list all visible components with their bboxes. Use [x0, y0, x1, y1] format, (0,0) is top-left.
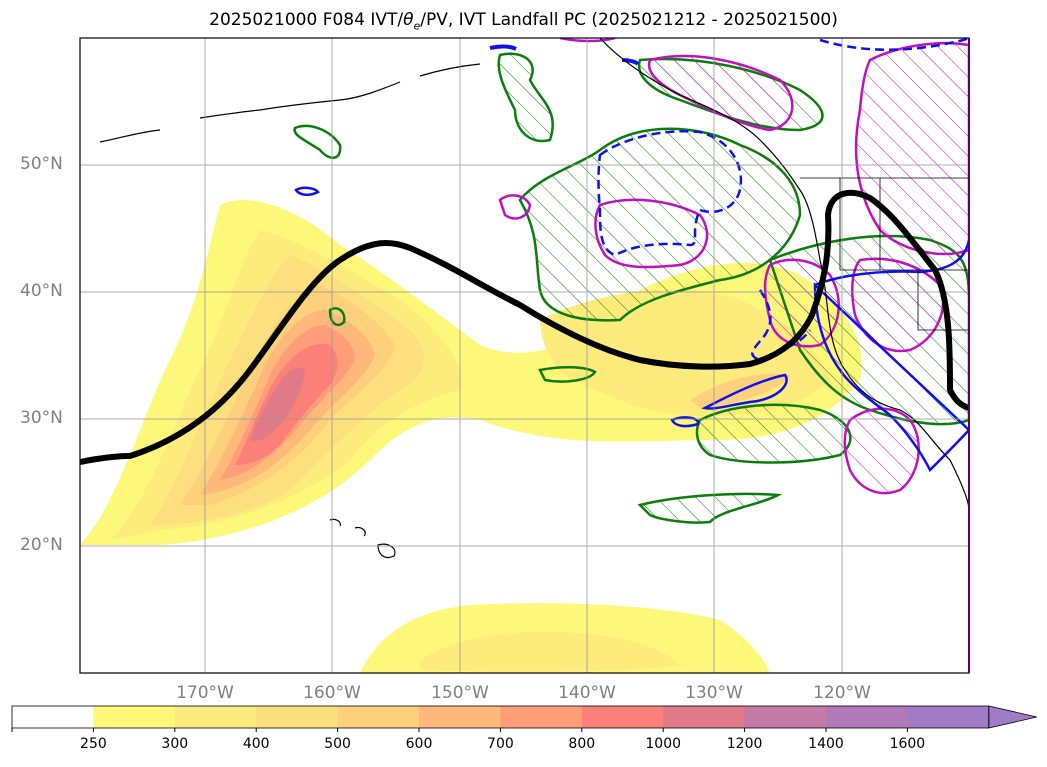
magenta-hatch-sw: [843, 407, 920, 495]
coastlines: [99, 38, 969, 559]
title-prefix: 2025021000 F084 IVT/: [209, 10, 404, 30]
ivt-band-1000: [250, 367, 305, 442]
blue-dashed-ne: [597, 130, 743, 257]
map-title: 2025021000 F084 IVT/θe/PV, IVT Landfall …: [0, 10, 1047, 32]
magenta-contour-small: [498, 194, 532, 220]
magenta-contour-inner: [594, 198, 709, 269]
lat-label-50: 50°N: [20, 154, 63, 174]
magenta-hatch-interior: [851, 257, 945, 353]
coast-alaska: [599, 38, 969, 511]
lon-label-170w: 170°W: [176, 683, 234, 703]
lat-label-30: 30°N: [20, 408, 63, 428]
ivt-core-line: [80, 189, 969, 465]
title-suffix: /PV, IVT Landfall PC (2025021212 - 20250…: [420, 10, 838, 30]
lon-label-150w: 150°W: [431, 683, 489, 703]
title-theta: θ: [403, 10, 414, 30]
coast-borders: [800, 177, 969, 331]
blue-dashed-top: [819, 38, 969, 51]
title-theta-sub: e: [413, 19, 421, 33]
blue-solid-center: [701, 373, 788, 410]
magenta-contour-top: [559, 38, 616, 43]
blue-solid-coast: [813, 239, 969, 473]
lat-label-40: 40°N: [20, 281, 63, 301]
green-hatch-north: [497, 52, 554, 143]
lon-label-120w: 120°W: [813, 683, 871, 703]
lon-label-140w: 140°W: [558, 683, 616, 703]
blue-solid-isl: [294, 186, 320, 196]
green-hatch-south: [637, 492, 783, 524]
lat-label-20: 20°N: [20, 535, 63, 555]
coast-aleutians: [99, 63, 481, 143]
green-contour-isl: [293, 124, 342, 159]
magenta-hatch-ne: [854, 41, 969, 256]
ivt-band-south-inner: [420, 631, 680, 672]
green-hatch-ne: [518, 127, 802, 322]
gridlines: [80, 38, 969, 673]
green-hatch-center: [695, 403, 852, 464]
green-contour-small: [538, 366, 597, 383]
lon-label-160w: 160°W: [303, 683, 361, 703]
lon-label-130w: 130°W: [685, 683, 743, 703]
blue-solid-small: [670, 416, 700, 428]
coast-hawaii: [329, 518, 396, 559]
